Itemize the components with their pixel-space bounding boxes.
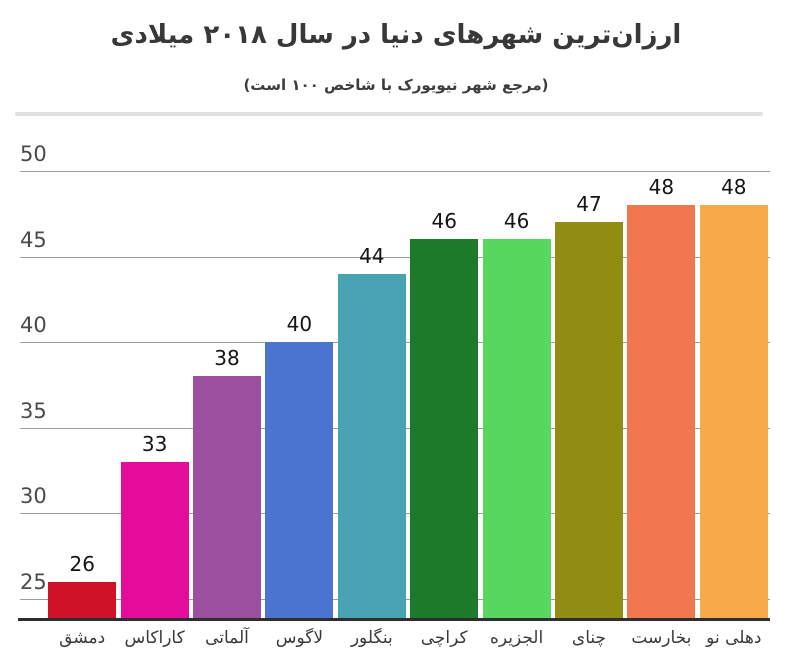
chart-subtitle: (مرجع شهر نیویورک با شاخص ۱۰۰ است): [243, 76, 549, 94]
bar-9: [627, 205, 696, 620]
bar-value-label: 26: [69, 551, 95, 576]
y-tick-label: 45: [20, 227, 47, 252]
bar-10: [699, 205, 768, 620]
bar-category-label: بنگلور: [350, 628, 393, 648]
bar-value-label: 48: [648, 175, 675, 200]
bar-category-label: لاگوس: [275, 628, 324, 648]
bar-value-label: 46: [503, 209, 530, 234]
bar-category-label: کاراکاس: [124, 628, 185, 648]
top-divider: [15, 112, 763, 116]
bar-category-label: دمشق: [59, 628, 106, 648]
gridline: [20, 256, 770, 258]
bar-category-label: بخارست: [631, 628, 692, 648]
bar-1: [48, 581, 117, 620]
bar-category-label: آلماتی: [205, 628, 249, 648]
bar-2: [120, 462, 189, 620]
bar-value-label: 38: [214, 346, 240, 371]
bar-category-label: کراچی: [420, 628, 468, 648]
y-tick-label: 25: [20, 569, 47, 594]
bar-category-label: الجزیره: [489, 628, 544, 648]
bar-3: [193, 376, 261, 620]
y-tick-label: 30: [20, 484, 47, 509]
y-tick-label: 35: [20, 398, 47, 423]
bar-6: [410, 239, 479, 620]
bar-category-label: دهلی نو: [706, 628, 762, 648]
bar-value-label: 48: [721, 175, 747, 200]
gridline: [20, 170, 770, 172]
y-tick-label: 40: [20, 313, 47, 338]
bar-8: [555, 222, 623, 620]
bar-7: [482, 239, 551, 620]
bar-value-label: 44: [359, 243, 385, 268]
bar-value-label: 47: [576, 192, 602, 217]
bar-value-label: 46: [431, 209, 457, 234]
bar-value-label: 33: [141, 432, 168, 456]
bar-4: [265, 342, 334, 620]
bar-value-label: 40: [286, 312, 313, 337]
y-tick-label: 50: [20, 141, 47, 166]
x-axis-line: [18, 618, 770, 621]
bar-5: [337, 273, 406, 620]
chart-title: ارزان‌ترین شهرهای دنیا در سال ۲۰۱۸ میلاد…: [110, 20, 682, 50]
bar-category-label: چنای: [571, 628, 607, 648]
